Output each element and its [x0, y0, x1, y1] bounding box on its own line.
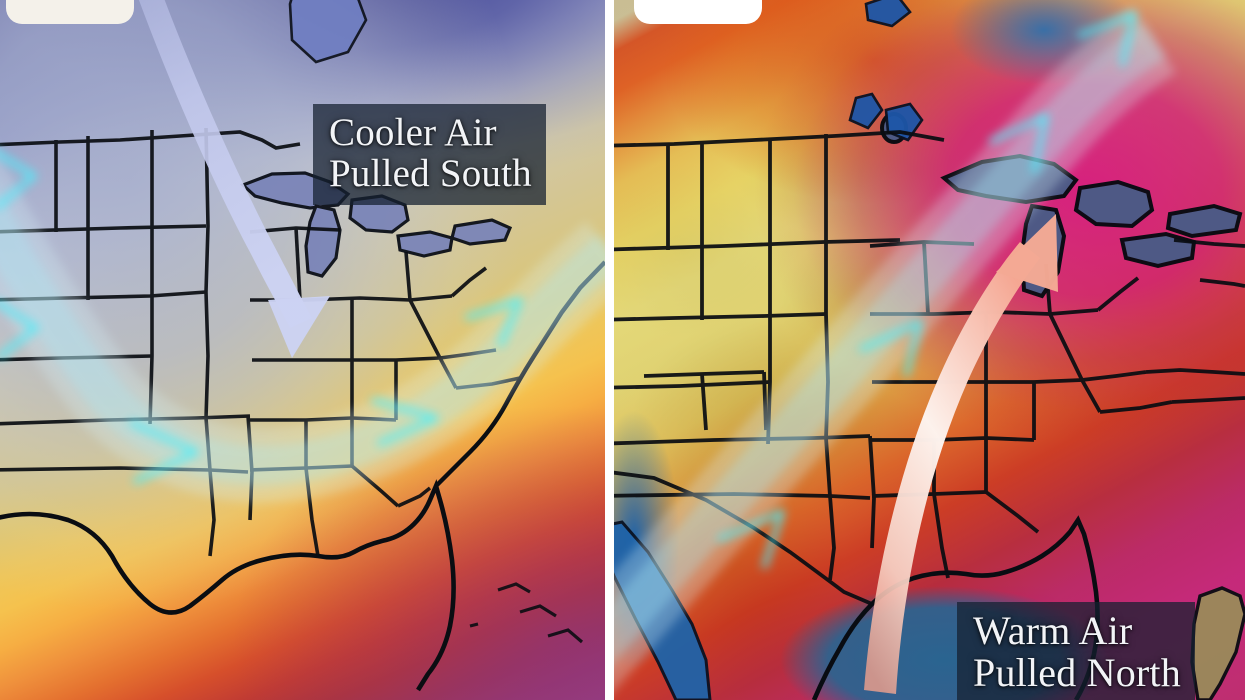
cooler-air-arrow — [138, 0, 330, 358]
cooler-air-caption-line2: Pulled South — [329, 152, 532, 196]
political-borders-cold — [0, 127, 521, 557]
warm-weather-map-panel: Warm Air Pulled North — [614, 0, 1245, 700]
jet-stream-trough-ribbon — [0, 155, 605, 503]
northern-lakes-shape — [848, 0, 924, 142]
cold-map-geography — [0, 0, 605, 692]
jet-stream-chevrons-cold — [0, 152, 523, 485]
atlantic-coastline — [434, 260, 605, 488]
warm-air-arrow — [864, 214, 1058, 694]
florida-land-warm — [1190, 586, 1245, 700]
jet-stream-chevrons-warm — [716, 11, 1137, 569]
cold-weather-map-panel: Cooler Air Pulled South — [0, 0, 605, 700]
cooler-air-caption: Cooler Air Pulled South — [313, 104, 546, 205]
jet-stream-ridge-ribbon — [614, 7, 1176, 691]
warm-air-caption-line1: Warm Air — [973, 608, 1133, 653]
screen-notch-right — [634, 0, 762, 24]
warm-air-caption-line2: Pulled North — [973, 650, 1181, 696]
gulf-of-california-shape — [614, 520, 712, 700]
hudson-bay-shape — [288, 0, 368, 64]
panel-divider — [605, 0, 614, 700]
bahamas-shape — [469, 582, 584, 644]
cooler-air-caption-line1: Cooler Air — [329, 111, 497, 154]
warm-map-water-bodies — [614, 0, 1245, 700]
warm-air-caption: Warm Air Pulled North — [957, 602, 1195, 700]
warm-map-geography — [614, 0, 1245, 700]
screen-notch-left — [6, 0, 134, 24]
gulf-and-florida-coastline — [0, 479, 456, 692]
